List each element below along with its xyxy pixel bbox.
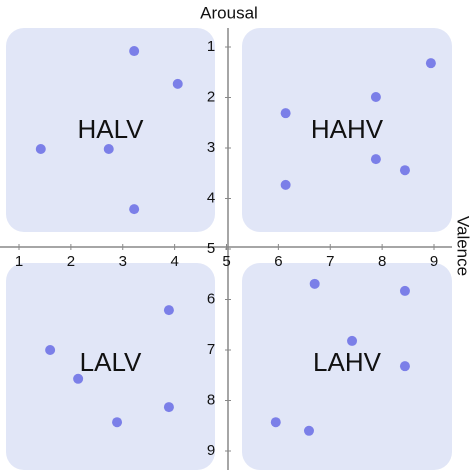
x-tick-label: 8 <box>378 253 386 270</box>
quadrant-label: HALV <box>78 114 145 144</box>
quadrant-box <box>6 263 215 470</box>
quadrant-box <box>242 263 452 470</box>
point <box>270 417 281 428</box>
y-axis-title: Arousal <box>200 3 258 22</box>
quadrant-label: LALV <box>80 347 142 377</box>
x-tick-label: 6 <box>274 253 282 270</box>
point <box>45 345 56 355</box>
quadrant-label: LAHV <box>313 347 382 377</box>
x-tick-label: 3 <box>119 253 127 270</box>
point <box>73 373 84 384</box>
point <box>399 361 410 372</box>
point <box>129 204 140 215</box>
point <box>399 285 410 296</box>
y-tick-label: 9 <box>207 442 215 459</box>
point <box>103 144 114 155</box>
quadrant-box <box>6 28 215 232</box>
x-tick-label: 4 <box>170 253 178 270</box>
point <box>129 46 140 57</box>
y-tick-label: 2 <box>207 88 215 105</box>
x-tick-label: 7 <box>326 253 334 270</box>
point <box>399 165 410 176</box>
y-tick-label: 4 <box>207 189 215 206</box>
point <box>370 154 381 165</box>
point <box>309 278 320 289</box>
point <box>163 305 174 316</box>
x-tick-label: 9 <box>430 253 438 270</box>
y-tick-label: 1 <box>207 38 215 55</box>
point <box>425 58 436 69</box>
y-tick-label: 8 <box>207 391 215 408</box>
quadrant-box <box>242 28 452 232</box>
quadrant-label: HAHV <box>311 114 384 144</box>
y-tick-label: 7 <box>207 341 215 358</box>
point <box>172 78 183 89</box>
x-axis-title: Valence <box>454 216 473 276</box>
point <box>280 179 291 190</box>
y-tick-label: 5 <box>207 240 215 257</box>
point <box>370 91 381 102</box>
point <box>280 108 291 119</box>
y-tick-label: 3 <box>207 139 215 156</box>
point <box>303 425 314 436</box>
point <box>112 417 123 428</box>
point <box>35 144 46 155</box>
point <box>347 335 358 346</box>
x-tick-label: 1 <box>15 253 23 270</box>
point <box>163 402 174 413</box>
y-tick-label: 6 <box>207 290 215 307</box>
x-tick-label: 5 <box>222 253 230 270</box>
x-tick-label: 2 <box>67 253 75 270</box>
